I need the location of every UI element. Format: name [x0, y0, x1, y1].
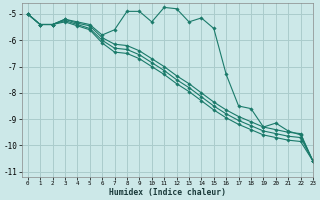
X-axis label: Humidex (Indice chaleur): Humidex (Indice chaleur)	[109, 188, 226, 197]
